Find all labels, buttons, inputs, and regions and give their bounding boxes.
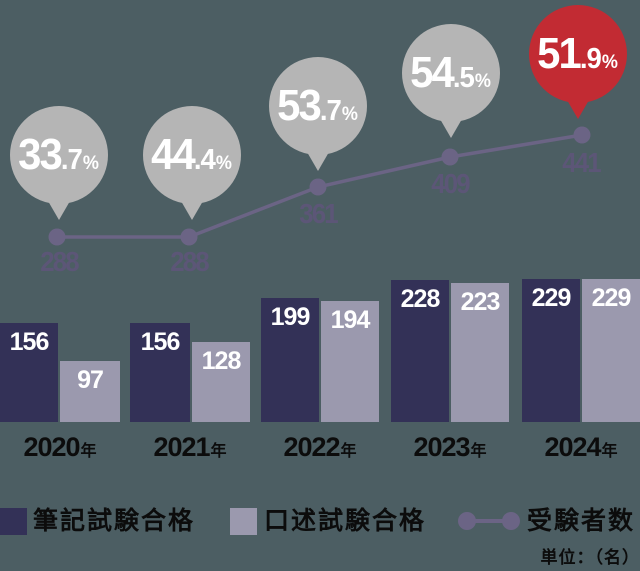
year-number: 2021 [153, 432, 210, 462]
year-number: 2023 [413, 432, 470, 462]
trend-dot-2023 [441, 148, 459, 166]
rate-balloon-2020: 33.7% [10, 106, 108, 204]
applicants-value-2024: 441 [562, 147, 601, 178]
bar-oral-2021: 128 [192, 342, 250, 422]
bar-oral-2023: 223 [451, 283, 509, 422]
balloon-tail-2023 [440, 119, 462, 138]
year-suffix: 年 [470, 443, 487, 460]
bar-written-2023: 228 [391, 280, 449, 422]
year-number: 2024 [544, 432, 601, 462]
legend-dot-left [458, 512, 476, 530]
bar-written-2024: 229 [522, 279, 580, 422]
bar-value: 229 [591, 284, 632, 312]
rate-main: 54 [410, 48, 456, 97]
bar-value: 228 [400, 285, 441, 313]
applicants-value-2022: 361 [299, 198, 338, 229]
rate-main: 51 [537, 29, 583, 78]
bar-value: 223 [460, 288, 501, 316]
bar-value: 194 [330, 306, 371, 334]
balloon-tail-2020 [48, 201, 70, 220]
rate-value-2020: 33.7% [19, 133, 100, 177]
rate-decimal: .9 [580, 43, 602, 75]
balloon-tail-2022 [307, 152, 329, 171]
bar-value: 156 [9, 328, 50, 356]
rate-balloon-2024-highlight: 51.9% [529, 5, 627, 103]
bar-written-2021: 156 [130, 323, 190, 422]
bar-oral-2020: 97 [60, 361, 120, 422]
rate-balloon-2021: 44.4% [143, 106, 241, 204]
trend-dot-2024 [573, 126, 591, 144]
rate-decimal: .7 [320, 95, 342, 127]
axis-label-2023: 2023 年 [390, 434, 510, 461]
year-suffix: 年 [340, 443, 357, 460]
year-suffix: 年 [601, 443, 618, 460]
rate-main: 33 [18, 130, 64, 179]
trend-dot-2022 [309, 178, 327, 196]
rate-value-2021: 44.4% [152, 133, 233, 177]
balloon-tail-2021 [181, 201, 203, 220]
legend-label-written: 筆記試験合格 [33, 507, 196, 535]
rate-decimal: .7 [61, 144, 83, 176]
rate-main: 53 [277, 81, 323, 130]
applicants-value-2023: 409 [431, 168, 470, 199]
rate-value-2022: 53.7% [278, 84, 359, 128]
axis-label-2021: 2021 年 [130, 434, 250, 461]
rate-decimal: .5 [453, 62, 475, 94]
year-suffix: 年 [210, 443, 227, 460]
legend-swatch-oral [230, 508, 257, 535]
bar-written-2020: 156 [0, 323, 58, 422]
rate-balloon-2023: 54.5% [402, 24, 500, 122]
rate-decimal: .4 [194, 144, 216, 176]
bar-value: 97 [77, 366, 104, 394]
year-number: 2022 [283, 432, 340, 462]
rate-balloon-2022: 53.7% [269, 57, 367, 155]
axis-label-2022: 2022 年 [260, 434, 380, 461]
legend-dot-right [502, 512, 520, 530]
bar-oral-2024: 229 [582, 279, 640, 422]
applicants-value-2020: 288 [40, 246, 79, 277]
balloon-tail-2024 [567, 100, 589, 119]
trend-dot-2021 [180, 228, 198, 246]
year-suffix: 年 [80, 443, 97, 460]
percent-sign: % [342, 104, 359, 125]
axis-label-2020: 2020 年 [0, 434, 120, 461]
percent-sign: % [83, 153, 100, 174]
percent-sign: % [602, 52, 619, 73]
applicants-value-2021: 288 [170, 246, 209, 277]
rate-main: 44 [151, 130, 197, 179]
year-number: 2020 [23, 432, 80, 462]
bar-value: 229 [531, 284, 572, 312]
bar-value: 199 [270, 303, 311, 331]
bar-value: 156 [140, 328, 181, 356]
legend-label-applicants: 受験者数 [527, 507, 636, 535]
unit-label: 単位：（名） [540, 548, 640, 567]
percent-sign: % [216, 153, 233, 174]
bar-oral-2022: 194 [321, 301, 379, 422]
legend-label-oral: 口述試験合格 [264, 507, 427, 535]
legend-swatch-written [0, 508, 27, 535]
axis-label-2024: 2024 年 [521, 434, 640, 461]
trend-dot-2020 [48, 228, 66, 246]
rate-value-2023: 54.5% [411, 51, 492, 95]
bar-written-2022: 199 [261, 298, 319, 422]
legend-line-dots-icon [458, 512, 520, 530]
bar-value: 128 [201, 347, 242, 375]
rate-value-2024: 51.9% [538, 32, 619, 76]
percent-sign: % [475, 71, 492, 92]
